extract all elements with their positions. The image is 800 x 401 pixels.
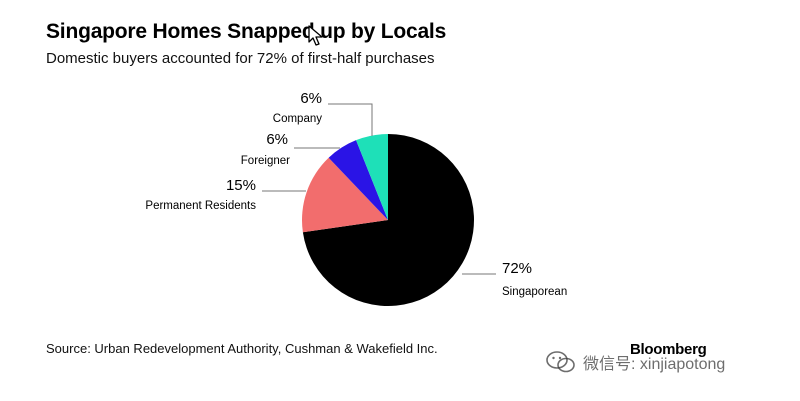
slice-value-label: 6%: [300, 90, 322, 107]
source-note: Source: Urban Redevelopment Authority, C…: [46, 341, 438, 356]
slice-category-label: Singaporean: [502, 286, 567, 298]
pie-slice-permanent-residents: [302, 157, 388, 233]
watermark-text: 微信号: xinjiapotong: [583, 356, 726, 373]
pie-slice-singaporean: [302, 134, 475, 306]
leader-line-company: [328, 103, 373, 136]
slice-category-label: Foreigner: [241, 155, 290, 167]
bloomberg-logo: Bloomberg: [630, 341, 707, 358]
slice-labels: 72% Singaporean 15% Permanent Residents 6% Fo…: [145, 90, 567, 298]
wechat-icon: [545, 350, 577, 374]
chart-title: Singapore Homes Snapped up by Locals: [46, 20, 447, 43]
slice-value-label: 6%: [266, 131, 288, 148]
mouse-cursor-icon: [308, 25, 323, 46]
slice-value-label: 15%: [226, 177, 256, 194]
slice-category-label: Permanent Residents: [145, 200, 256, 212]
pie-slice-foreigner: [328, 140, 388, 220]
slice-value-label: 72%: [502, 260, 532, 277]
wechat-watermark: 微信号: xinjiapotong: [545, 350, 725, 374]
chart-subtitle: Domestic buyers accounted for 72% of fir…: [46, 50, 435, 67]
pie-slice-company: [356, 134, 388, 220]
pie-slices: [302, 134, 475, 306]
leader-lines: [262, 103, 496, 275]
slice-category-label: Company: [273, 113, 322, 125]
